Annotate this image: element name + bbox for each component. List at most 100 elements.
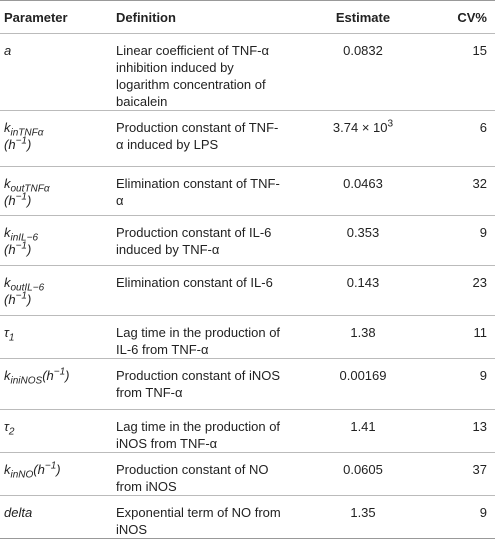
estimate-cell: 0.0605: [288, 452, 438, 496]
table-row: kiniNOS(h−1) Production constant of iNOS …: [0, 358, 495, 410]
parameter-unit: ): [26, 292, 32, 307]
estimate-value: 3.74 × 10: [332, 120, 388, 135]
parameter-unit: (h: [4, 242, 16, 257]
parameter-cell: τ2: [0, 409, 112, 453]
definition-cell: Exponential term of NO from iNOS: [112, 495, 288, 539]
table-row: kinNO(h−1) Production constant of NO from…: [0, 452, 495, 496]
estimate-value: 0.353: [346, 225, 380, 240]
estimate-value: 1.38: [350, 325, 376, 340]
parameter-unit: (h: [4, 193, 16, 208]
estimate-exponent: 3: [387, 118, 394, 130]
estimate-cell: 0.0463: [288, 166, 438, 216]
parameter-unit: (h: [33, 462, 45, 477]
parameter-symbol: k: [4, 176, 11, 191]
parameter-cell: kinIL−6 (h−1): [0, 215, 112, 266]
estimate-cell: 1.38: [288, 315, 438, 359]
parameter-subscript: inTNFα: [10, 127, 44, 139]
estimate-cell: 0.353: [288, 215, 438, 266]
estimate-value: 0.0463: [343, 176, 383, 191]
parameter-unit-exponent: −1: [15, 290, 27, 302]
table-row: koutTNFα (h−1) Elimination constant of TNF…: [0, 166, 495, 216]
parameter-unit: (h: [4, 137, 16, 152]
header-cell: Definition: [112, 0, 288, 34]
table-row: kinIL−6 (h−1) Production constant of IL-6 …: [0, 215, 495, 266]
parameter-subscript: iniNOS: [10, 375, 43, 387]
parameter-subscript: outTNFα: [10, 183, 50, 195]
definition-cell: Production constant of TNF-α induced by …: [112, 110, 288, 167]
estimate-cell: 0.00169: [288, 358, 438, 410]
header-cell: Estimate: [288, 0, 438, 34]
estimate-cell: 0.0832: [288, 33, 438, 111]
parameter-symbol: k: [4, 462, 11, 477]
estimate-value: 1.41: [350, 419, 376, 434]
parameter-symbol: τ: [4, 325, 9, 340]
cv-cell: 32: [438, 166, 495, 216]
estimate-cell: 1.35: [288, 495, 438, 539]
parameter-symbol: a: [4, 43, 12, 58]
parameter-unit-exponent: −1: [15, 191, 27, 203]
table-row: kinTNFα (h−1) Production constant of TNF-α…: [0, 110, 495, 167]
parameter-cell: delta: [0, 495, 112, 539]
table-row: τ2 Lag time in the production of iNOS fro…: [0, 409, 495, 453]
cv-cell: 9: [438, 358, 495, 410]
definition-cell: Production constant of IL-6 induced by T…: [112, 215, 288, 266]
parameter-unit: ): [26, 193, 32, 208]
parameter-cell: kiniNOS(h−1): [0, 358, 112, 410]
header-row: Parameter Definition Estimate CV%: [0, 0, 495, 34]
definition-cell: Production constant of NO from iNOS: [112, 452, 288, 496]
cv-cell: 11: [438, 315, 495, 359]
parameter-subscript: 2: [8, 426, 15, 438]
parameter-subscript: outIL−6: [10, 282, 45, 294]
parameter-symbol: k: [4, 368, 11, 383]
parameter-unit: ): [56, 462, 61, 477]
parameter-unit-exponent: −1: [15, 240, 27, 252]
cv-cell: 9: [438, 495, 495, 539]
definition-cell: Elimination constant of TNF-α: [112, 166, 288, 216]
estimate-value: 0.0605: [343, 462, 383, 477]
estimate-value: 0.0832: [343, 43, 383, 58]
cv-cell: 9: [438, 215, 495, 266]
table-row: koutIL−6 (h−1) Elimination constant of IL-…: [0, 265, 495, 316]
estimate-cell: 0.143: [288, 265, 438, 316]
parameter-unit: (h: [42, 368, 54, 383]
parameter-unit: ): [26, 137, 32, 152]
parameter-symbol: k: [4, 120, 11, 135]
cv-cell: 15: [438, 33, 495, 111]
parameter-cell: koutTNFα (h−1): [0, 166, 112, 216]
estimate-value: 0.00169: [339, 368, 387, 383]
definition-cell: Lag time in the production of iNOS from …: [112, 409, 288, 453]
parameter-symbol: k: [4, 225, 11, 240]
estimate-cell: 1.41: [288, 409, 438, 453]
cv-cell: 6: [438, 110, 495, 167]
parameter-subscript: inIL−6: [10, 232, 39, 244]
parameter-cell: a: [0, 33, 112, 111]
table-row: τ1 Lag time in the production of IL-6 fro…: [0, 315, 495, 359]
estimate-cell: 3.74 × 103: [288, 110, 438, 167]
cv-cell: 37: [438, 452, 495, 496]
cv-cell: 23: [438, 265, 495, 316]
parameter-symbol: k: [4, 275, 11, 290]
parameter-unit: ): [26, 242, 32, 257]
table-row: a Linear coefficient of TNF-α inhibition …: [0, 33, 495, 111]
cv-cell: 13: [438, 409, 495, 453]
parameter-unit-exponent: −1: [44, 460, 57, 472]
parameter-cell: kinNO(h−1): [0, 452, 112, 496]
parameter-unit-exponent: −1: [15, 135, 27, 147]
definition-cell: Linear coefficient of TNF-α inhibition i…: [112, 33, 288, 111]
parameter-unit: (h: [4, 292, 16, 307]
parameter-unit: ): [65, 368, 70, 383]
parameter-unit-exponent: −1: [53, 366, 66, 378]
header-cell: Parameter: [0, 0, 112, 34]
parameter-cell: τ1: [0, 315, 112, 359]
definition-cell: Lag time in the production of IL-6 from …: [112, 315, 288, 359]
header-cell: CV%: [438, 0, 495, 34]
parameter-subscript: 1: [8, 332, 15, 344]
parameter-symbol: delta: [4, 505, 33, 520]
definition-cell: Elimination constant of IL-6: [112, 265, 288, 316]
parameter-cell: koutIL−6 (h−1): [0, 265, 112, 316]
table-row: delta Exponential term of NO from iNOS 1.3…: [0, 495, 495, 539]
